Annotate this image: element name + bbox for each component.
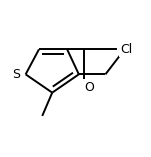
Text: Cl: Cl (120, 43, 132, 56)
Text: O: O (84, 81, 94, 94)
Text: S: S (13, 68, 21, 81)
